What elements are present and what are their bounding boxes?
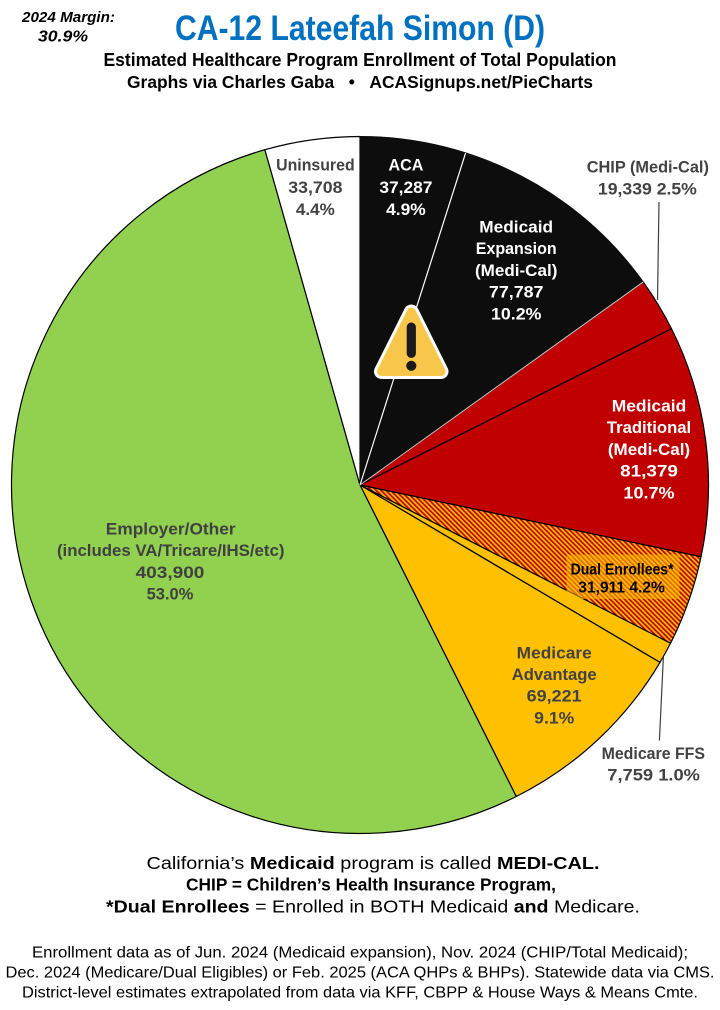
svg-text:37,287: 37,287 — [379, 178, 432, 197]
svg-text:4.4%: 4.4% — [296, 200, 335, 219]
svg-text:CA-12 Lateefah Simon (D): CA-12 Lateefah Simon (D) — [175, 9, 545, 48]
svg-text:69,221: 69,221 — [527, 687, 582, 706]
svg-text:(Medi-Cal): (Medi-Cal) — [608, 440, 690, 459]
svg-text:(includes VA/Tricare/IHS/etc): (includes VA/Tricare/IHS/etc) — [57, 541, 285, 560]
svg-text:19,339 2.5%: 19,339 2.5% — [598, 180, 697, 199]
svg-text:Advantage: Advantage — [512, 665, 597, 684]
svg-text:Dual Enrollees*: Dual Enrollees* — [571, 561, 675, 578]
svg-text:81,379: 81,379 — [620, 462, 678, 481]
svg-text:Estimated Healthcare Program E: Estimated Healthcare Program Enrollment … — [104, 50, 617, 70]
svg-text:10.7%: 10.7% — [623, 484, 674, 503]
svg-text:30.9%: 30.9% — [38, 29, 88, 46]
svg-text:Medicaid: Medicaid — [479, 218, 553, 237]
svg-text:(Medi-Cal): (Medi-Cal) — [475, 261, 557, 280]
svg-text:CHIP = Children’s Health Insur: CHIP = Children’s Health Insurance Progr… — [186, 875, 556, 895]
svg-text:District-level estimates extra: District-level estimates extrapolated fr… — [22, 985, 698, 1002]
svg-text:77,787: 77,787 — [489, 283, 544, 302]
svg-text:Medicaid: Medicaid — [612, 396, 687, 415]
svg-text:4.9%: 4.9% — [386, 200, 426, 219]
svg-text:33,708: 33,708 — [288, 178, 342, 197]
svg-text:7,759 1.0%: 7,759 1.0% — [607, 766, 700, 785]
svg-text:ACA: ACA — [388, 155, 423, 174]
svg-text:Medicare: Medicare — [517, 643, 592, 662]
svg-text:Employer/Other: Employer/Other — [106, 519, 236, 538]
svg-text:9.1%: 9.1% — [534, 708, 574, 727]
svg-text:Uninsured: Uninsured — [276, 155, 355, 174]
svg-text:2024 Margin:: 2024 Margin: — [21, 9, 115, 26]
svg-text:California’s Medicaid program: California’s Medicaid program is called … — [147, 853, 600, 873]
svg-text:Graphs via Charles Gaba •: Graphs via Charles Gaba • ACASignups.net… — [127, 72, 593, 92]
svg-text:403,900: 403,900 — [136, 563, 205, 582]
svg-text:*Dual Enrollees = Enrolled in: *Dual Enrollees = Enrolled in BOTH Medic… — [106, 896, 640, 916]
svg-text:Dec. 2024 (Medicare/Dual Eligi: Dec. 2024 (Medicare/Dual Eligibles) or F… — [6, 965, 715, 982]
svg-text:Medicare FFS: Medicare FFS — [602, 744, 705, 763]
svg-text:Traditional: Traditional — [607, 418, 691, 437]
svg-text:Enrollment data as of Jun. 202: Enrollment data as of Jun. 2024 (Medicai… — [32, 945, 688, 962]
svg-text:Expansion: Expansion — [476, 239, 557, 258]
svg-text:53.0%: 53.0% — [147, 585, 194, 604]
svg-text:31,911 4.2%: 31,911 4.2% — [578, 579, 665, 596]
svg-text:10.2%: 10.2% — [491, 304, 541, 323]
svg-text:CHIP (Medi-Cal): CHIP (Medi-Cal) — [587, 157, 709, 176]
